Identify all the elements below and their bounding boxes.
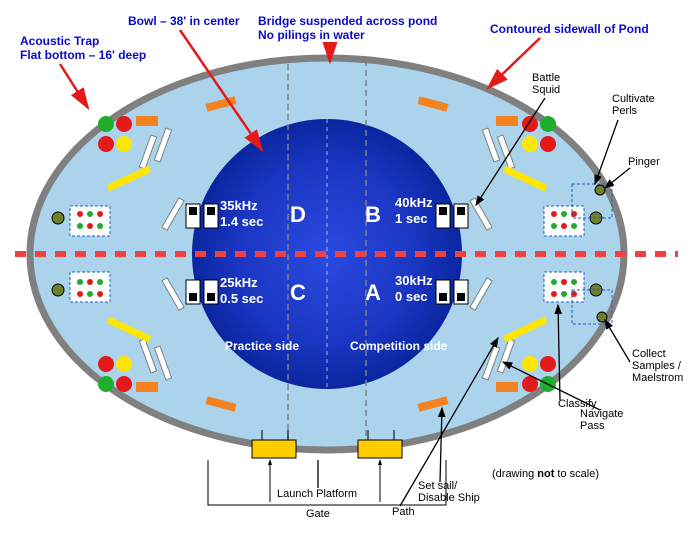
quad-A-letter: A [365, 280, 381, 305]
launch-platform-right [358, 440, 402, 458]
pond-diagram: 35kHz 1.4 sec D B 40kHz 1 sec 25kHz 0.5 … [0, 0, 689, 535]
quad-B-time: 1 sec [395, 211, 428, 226]
arrow-cultivate-perls [595, 120, 618, 184]
quad-A-time: 0 sec [395, 289, 428, 304]
quad-C-letter: C [290, 280, 306, 305]
competition-side-label: Competition side [350, 339, 448, 353]
quad-B-freq: 40kHz [395, 195, 433, 210]
launch-platform-left [252, 440, 296, 458]
arrow-sidewall [488, 38, 540, 88]
arrow-acoustic-trap [60, 64, 88, 108]
quad-B-letter: B [365, 202, 381, 227]
quad-C-time: 0.5 sec [220, 291, 263, 306]
arrow-collect-samples [605, 320, 630, 362]
quad-A-freq: 30kHz [395, 273, 433, 288]
practice-side-label: Practice side [225, 339, 299, 353]
quad-D-freq: 35kHz [220, 198, 258, 213]
arrow-pinger [605, 168, 630, 188]
quad-D-letter: D [290, 202, 306, 227]
quad-C-freq: 25kHz [220, 275, 258, 290]
quad-D-time: 1.4 sec [220, 214, 263, 229]
